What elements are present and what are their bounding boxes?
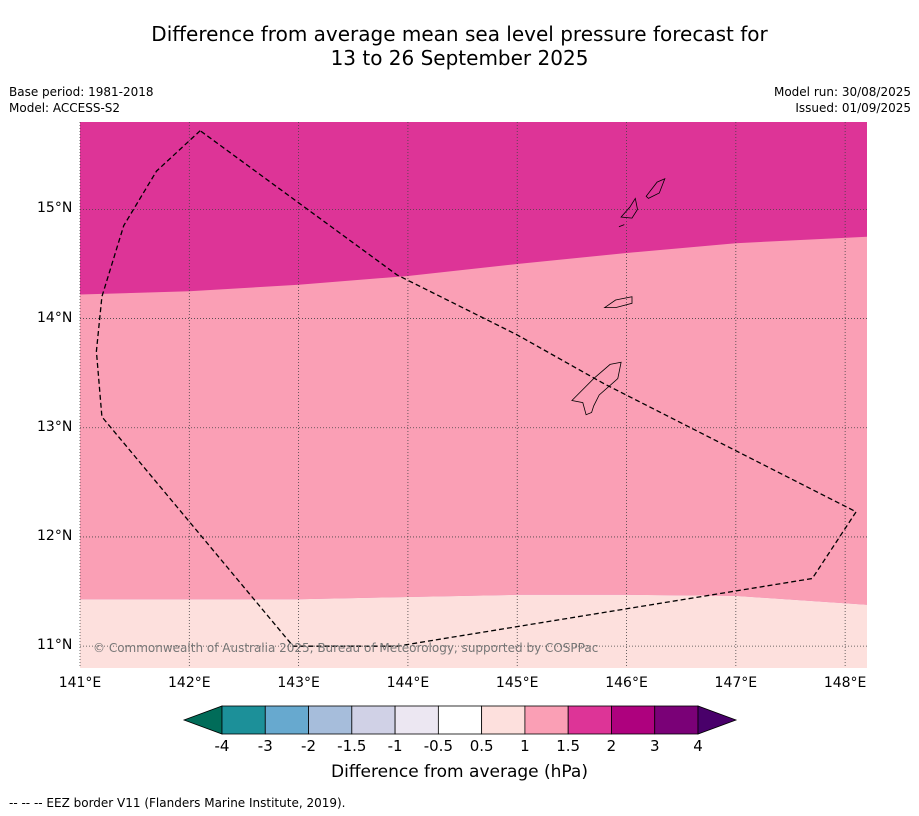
pressure-fills	[80, 122, 867, 668]
longitude-label: 143°E	[277, 675, 320, 691]
info-right: Model run: 30/08/2025 Issued: 01/09/2025	[774, 84, 911, 116]
longitude-label: 144°E	[386, 675, 430, 691]
colorbar-swatch	[611, 705, 656, 735]
colorbar-tick-label: -1.5	[337, 737, 367, 755]
info-left: Base period: 1981-2018 Model: ACCESS-S2	[9, 84, 154, 116]
eez-border	[95, 130, 858, 647]
fill-band-0-5-to-1	[80, 594, 867, 668]
colorbar-label: Difference from average (hPa)	[331, 762, 588, 782]
longitude-label: 145°E	[495, 675, 539, 691]
copyright-text: © Commonwealth of Australia 2025, Bureau…	[93, 641, 599, 655]
colorbar-tick-label: 4	[693, 737, 703, 755]
longitude-label: 142°E	[168, 675, 211, 691]
colorbar-swatch	[308, 705, 353, 735]
colorbar-tick-label: 1	[520, 737, 530, 755]
colorbar-swatch	[567, 705, 612, 735]
colorbar-tick-label: 2	[606, 737, 617, 755]
fill-band-1-to-1-5	[80, 236, 867, 605]
issued-text: Issued: 01/09/2025	[795, 101, 911, 115]
colorbar-swatch	[524, 705, 569, 735]
colorbar-tick-label: -0.5	[423, 737, 453, 755]
colorbar-swatch	[221, 705, 266, 735]
colorbar-swatch	[264, 705, 309, 735]
colorbar-extend-high	[697, 705, 738, 735]
colorbar-tick-label: 3	[649, 737, 660, 755]
graticule	[79, 122, 867, 668]
colorbar-tick-label: -2	[301, 737, 317, 755]
colorbar-extend-low	[182, 705, 223, 735]
colorbar-tick-label: -1	[387, 737, 403, 755]
footnote: -- -- -- EEZ border V11 (Flanders Marine…	[9, 796, 346, 810]
longitude-label: 141°E	[58, 675, 102, 691]
map-title: Difference from average mean sea level p…	[0, 22, 919, 70]
base-period-text: Base period: 1981-2018	[9, 85, 154, 99]
colorbar-swatch	[481, 705, 526, 735]
colorbar-swatch	[437, 705, 483, 735]
longitude-label: 146°E	[605, 675, 648, 691]
colorbar-swatch	[394, 705, 439, 735]
title-line-2: 13 to 26 September 2025	[330, 46, 589, 70]
island-outline	[603, 296, 633, 308]
island-outline	[571, 361, 622, 416]
longitude-label: 147°E	[714, 675, 758, 691]
latitude-label: 12°N	[37, 527, 73, 544]
latitude-label: 13°N	[37, 418, 73, 435]
island-outline	[645, 178, 666, 199]
colorbar-swatch	[351, 705, 396, 735]
colorbar-swatch	[654, 705, 699, 735]
colorbar-tick-label: -4	[214, 737, 230, 755]
islands	[571, 178, 666, 416]
latitude-label: 14°N	[37, 309, 73, 326]
latitude-label: 11°N	[37, 637, 73, 654]
longitude-label: 148°E	[823, 675, 867, 691]
title-line-1: Difference from average mean sea level p…	[151, 22, 768, 46]
model-text: Model: ACCESS-S2	[9, 101, 121, 115]
model-run-text: Model run: 30/08/2025	[773, 85, 911, 99]
colorbar-tick-label: -3	[257, 737, 273, 755]
latitude-label: 15°N	[37, 200, 73, 217]
island-outline	[618, 224, 625, 228]
colorbar-tick-label: 0.5	[469, 737, 494, 755]
colorbar-tick-label: 1.5	[556, 737, 581, 755]
island-outline	[620, 197, 638, 219]
colorbar	[182, 705, 738, 735]
